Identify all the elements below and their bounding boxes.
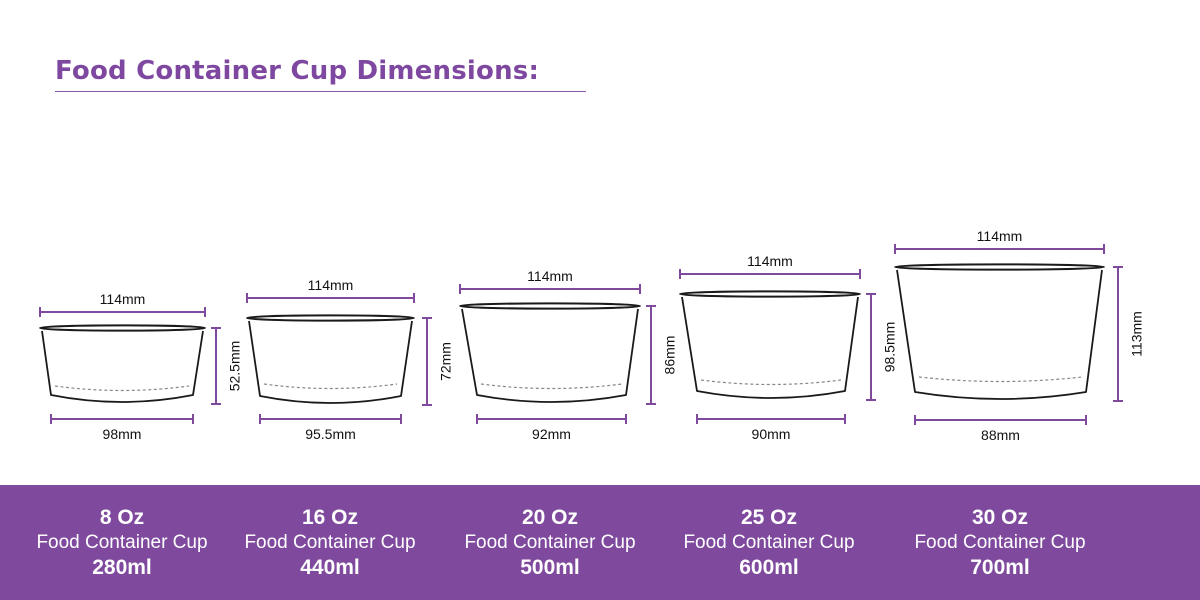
cup-rim [459, 302, 641, 310]
cup-bottom-dashed-line [700, 379, 842, 386]
title-underline [55, 91, 586, 92]
bottom-diameter-label: 95.5mm [305, 426, 356, 442]
bottom-diameter-label: 90mm [752, 426, 791, 442]
height-label: 113mm [1129, 311, 1145, 357]
cup-volume: 280ml [92, 556, 152, 579]
height-label: 86mm [662, 336, 678, 375]
top-diameter-label: 114mm [527, 268, 573, 284]
cup-size: 16 Oz [301, 506, 359, 529]
cup-name: Food Container Cup [244, 532, 416, 553]
cup-name: Food Container Cup [683, 532, 855, 553]
cup-volume: 440ml [300, 556, 360, 579]
cup-labels-band [0, 485, 1200, 600]
cup-rim [246, 314, 415, 322]
cup-volume: 600ml [739, 556, 799, 579]
cup-bottom-dashed-line [263, 383, 398, 390]
bottom-diameter-label: 88mm [981, 427, 1020, 443]
cup-label-20oz: 20 Oz Food Container Cup 500ml [440, 505, 660, 581]
bottom-diameter-label: 98mm [103, 426, 142, 442]
height-label: 98.5mm [882, 322, 898, 373]
cup-bottom-dashed-line [918, 376, 1083, 383]
cup-rim [679, 290, 861, 298]
cup-volume: 500ml [520, 556, 580, 579]
cup-bottom-dashed-line [480, 383, 623, 390]
cup-size: 20 Oz [521, 506, 579, 529]
cup-label-30oz: 30 Oz Food Container Cup 700ml [890, 505, 1110, 581]
cups-diagram: 114mm 98mm 52.5mm 114mm 95.5mm 72mm 114mm 92mm 8… [39, 228, 1145, 443]
cup-size: 30 Oz [971, 506, 1029, 529]
cup-label-16oz: 16 Oz Food Container Cup 440ml [220, 505, 440, 581]
cup-body [896, 269, 1103, 400]
bottom-diameter-label: 92mm [532, 426, 571, 442]
cup-body [461, 308, 639, 403]
cup-name: Food Container Cup [464, 532, 636, 553]
height-label: 72mm [438, 342, 454, 381]
top-diameter-label: 114mm [747, 253, 793, 269]
page-title: Food Container Cup Dimensions: [55, 56, 540, 86]
cup-label-8oz: 8 Oz Food Container Cup 280ml [12, 505, 232, 581]
cup-body [248, 320, 413, 404]
cup-name: Food Container Cup [914, 532, 1086, 553]
cup-volume: 700ml [970, 556, 1030, 579]
cup-size: 25 Oz [740, 506, 798, 529]
cup-bottom-dashed-line [54, 385, 190, 392]
height-label: 52.5mm [227, 341, 243, 392]
cup-body [41, 330, 204, 403]
cup-label-25oz: 25 Oz Food Container Cup 600ml [659, 505, 879, 581]
cup-rim [894, 263, 1105, 271]
top-diameter-label: 114mm [100, 291, 146, 307]
cup-rim [39, 324, 206, 332]
cup-size: 8 Oz [99, 506, 145, 529]
top-diameter-label: 114mm [977, 228, 1023, 244]
cup-body [681, 296, 859, 399]
cup-name: Food Container Cup [36, 532, 208, 553]
top-diameter-label: 114mm [308, 277, 354, 293]
